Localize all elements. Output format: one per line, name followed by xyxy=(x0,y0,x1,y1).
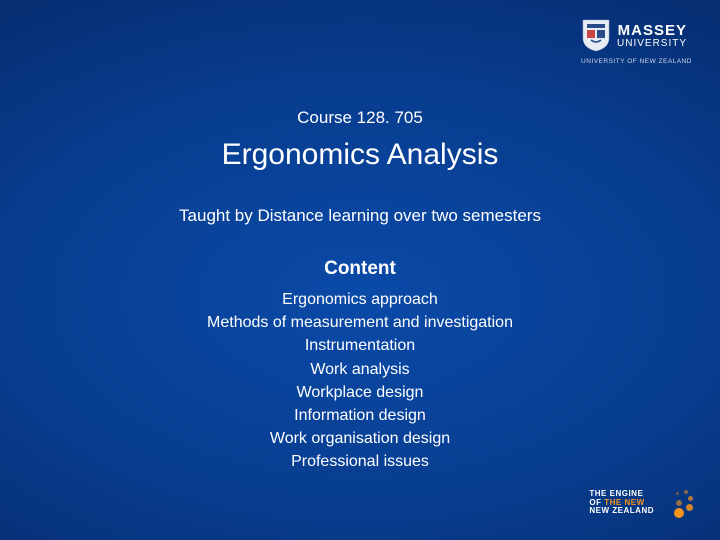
footer-line3: NEW ZEALAND xyxy=(589,507,654,516)
dots-icon xyxy=(662,486,696,520)
university-tagline: UNIVERSITY OF NEW ZEALAND xyxy=(581,58,692,65)
course-code: Course 128. 705 xyxy=(0,108,720,128)
content-heading: Content xyxy=(0,258,720,280)
content-list: Ergonomics approach Methods of measureme… xyxy=(0,288,720,474)
list-item: Methods of measurement and investigation xyxy=(0,311,720,334)
footer-line2b: THE NEW xyxy=(604,498,644,507)
list-item: Information design xyxy=(0,404,720,427)
footer-line2a: OF xyxy=(589,498,604,507)
footer-logo: THE ENGINE OF THE NEW NEW ZEALAND xyxy=(589,486,696,520)
university-name: MASSEY xyxy=(617,22,687,39)
university-logo: MASSEY UNIVERSITY UNIVERSITY OF NEW ZEAL… xyxy=(581,18,692,65)
slide-content: Course 128. 705 Ergonomics Analysis Taug… xyxy=(0,108,720,474)
list-item: Professional issues xyxy=(0,450,720,473)
logo-row: MASSEY UNIVERSITY xyxy=(581,18,692,52)
list-item: Work analysis xyxy=(0,358,720,381)
list-item: Work organisation design xyxy=(0,427,720,450)
list-item: Workplace design xyxy=(0,381,720,404)
footer-tagline: THE ENGINE OF THE NEW NEW ZEALAND xyxy=(589,490,654,516)
logo-text-block: MASSEY UNIVERSITY xyxy=(617,22,687,49)
list-item: Ergonomics approach xyxy=(0,288,720,311)
slide-subtitle: Taught by Distance learning over two sem… xyxy=(0,206,720,226)
list-item: Instrumentation xyxy=(0,334,720,357)
crest-icon xyxy=(581,18,611,52)
slide-title: Ergonomics Analysis xyxy=(0,138,720,172)
university-sub: UNIVERSITY xyxy=(617,38,687,49)
